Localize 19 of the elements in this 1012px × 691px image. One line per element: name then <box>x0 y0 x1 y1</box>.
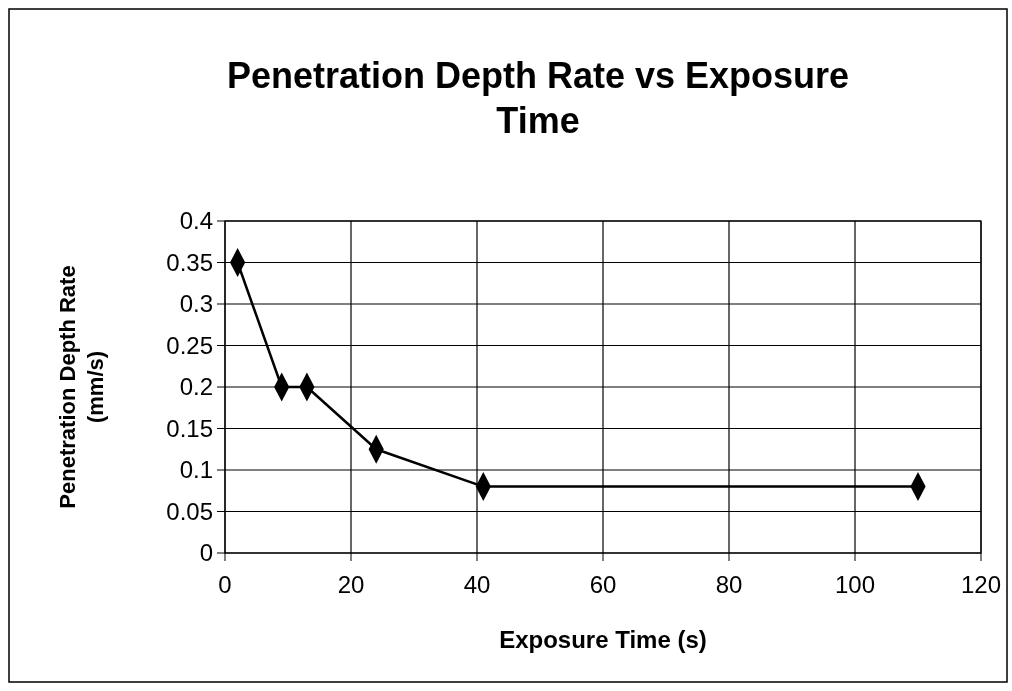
chart-title: Penetration Depth Rate vs Exposure Time <box>226 55 850 141</box>
x-tick-label: 40 <box>463 571 491 598</box>
y-tick-label: 0.3 <box>179 290 213 318</box>
y-tick-label: 0.2 <box>179 373 213 401</box>
y-tick-label: 0 <box>199 539 213 567</box>
y-tick-label: 0.1 <box>179 456 213 484</box>
x-tick-label: 60 <box>589 571 617 598</box>
y-tick-label: 0.25 <box>166 331 213 359</box>
y-axis-title: Penetration Depth Rate (mm/s) <box>55 265 108 509</box>
y-tick-label: 0.4 <box>179 207 213 235</box>
x-axis-title: Exposure Time (s) <box>499 626 707 653</box>
y-tick-label: 0.15 <box>166 414 213 442</box>
x-tick-label: 0 <box>218 571 232 598</box>
y-tick-label: 0.35 <box>166 248 213 276</box>
x-tick-label: 20 <box>337 571 365 598</box>
x-tick-label: 120 <box>960 571 1002 598</box>
x-tick-label: 100 <box>834 571 876 598</box>
y-tick-label: 0.05 <box>166 497 213 525</box>
x-tick-label: 80 <box>715 571 743 598</box>
